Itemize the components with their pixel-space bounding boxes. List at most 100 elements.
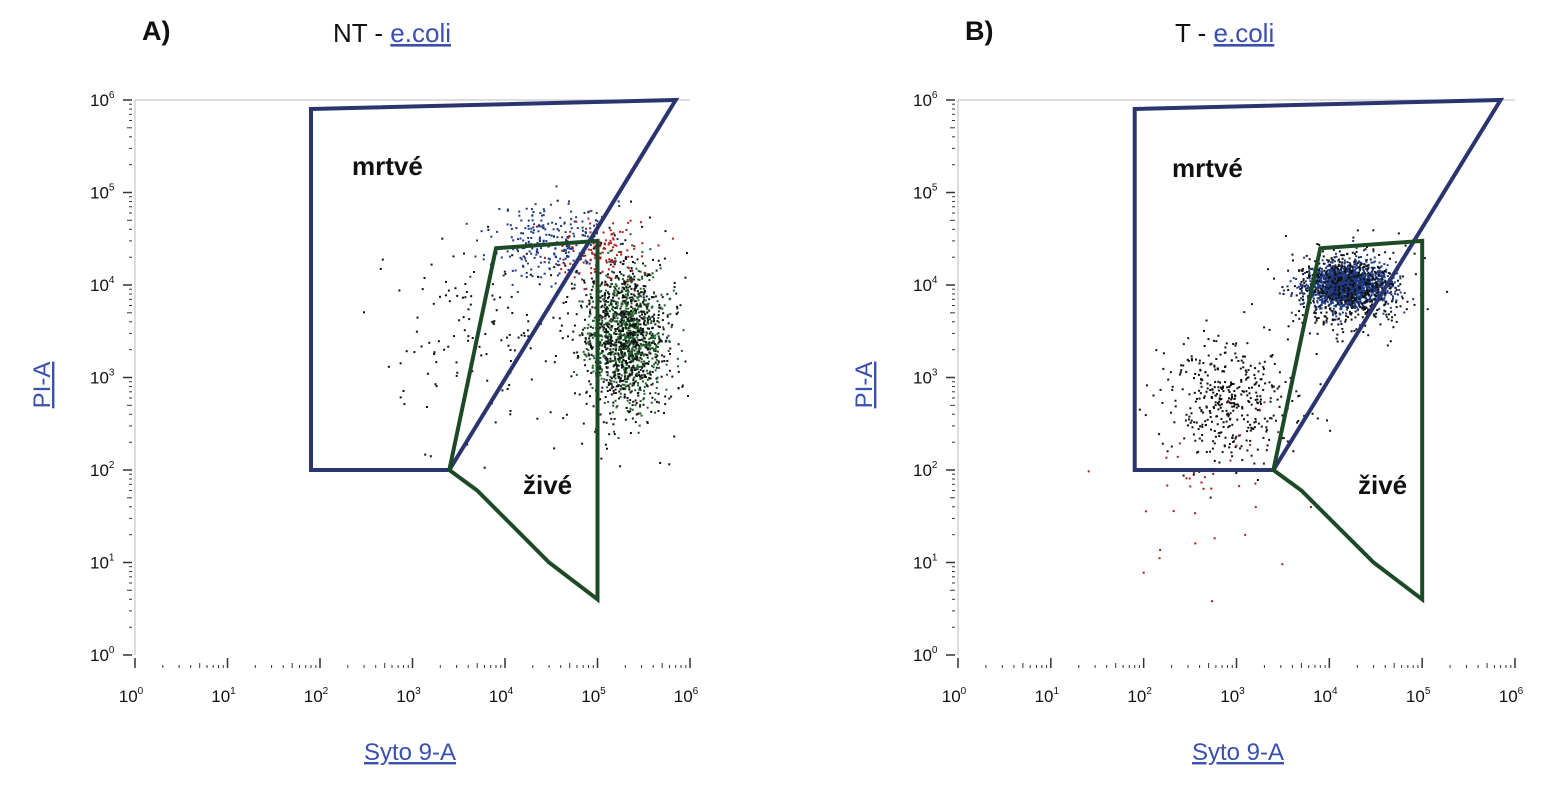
- data-point: [613, 300, 616, 303]
- data-point: [654, 391, 657, 394]
- data-point: [1351, 281, 1354, 284]
- data-point: [558, 263, 561, 266]
- data-point: [1364, 291, 1367, 294]
- data-point: [636, 352, 639, 355]
- data-point: [1345, 267, 1348, 270]
- panel-a-title-link[interactable]: e.coli: [390, 18, 451, 48]
- data-point: [628, 366, 631, 369]
- data-point: [1348, 303, 1351, 306]
- data-point: [620, 364, 623, 366]
- data-point: [614, 359, 617, 361]
- data-point: [1301, 284, 1304, 287]
- panel-b-title-link[interactable]: e.coli: [1214, 18, 1275, 48]
- data-point: [1385, 270, 1388, 273]
- data-point: [590, 332, 593, 335]
- data-point: [433, 351, 436, 354]
- data-point: [581, 300, 584, 303]
- y-axis-title-a[interactable]: PI-A: [29, 362, 56, 409]
- data-point: [634, 286, 637, 289]
- data-point: [1333, 284, 1336, 287]
- data-point: [592, 370, 595, 373]
- data-point: [654, 334, 657, 337]
- data-point: [567, 335, 569, 338]
- data-point: [564, 264, 567, 267]
- data-point: [628, 322, 631, 325]
- data-point: [625, 307, 628, 310]
- data-point: [1358, 287, 1361, 290]
- data-point: [610, 380, 613, 383]
- data-point: [453, 335, 455, 338]
- data-point: [1223, 370, 1226, 373]
- data-point: [651, 371, 654, 373]
- data-point: [668, 340, 671, 343]
- data-point: [612, 343, 615, 346]
- data-point: [627, 349, 630, 352]
- data-point: [1329, 269, 1332, 272]
- data-point: [1341, 311, 1344, 314]
- gate-live[interactable]: [447, 238, 600, 604]
- data-point: [1242, 355, 1244, 358]
- data-point: [634, 307, 636, 310]
- data-point: [1353, 272, 1356, 275]
- data-point: [1331, 312, 1334, 314]
- data-point: [1317, 289, 1320, 292]
- data-point: [1322, 300, 1324, 303]
- data-point: [510, 227, 513, 230]
- data-point: [548, 261, 551, 264]
- data-point: [1379, 323, 1382, 326]
- data-point: [589, 395, 591, 398]
- data-point: [469, 275, 472, 278]
- data-point: [522, 332, 525, 335]
- data-point: [626, 384, 629, 387]
- data-point: [1347, 299, 1350, 302]
- data-point: [1218, 435, 1221, 438]
- data-point: [686, 252, 688, 255]
- data-point: [604, 357, 607, 360]
- data-point: [1311, 412, 1314, 415]
- data-point: [1213, 430, 1216, 432]
- data-point: [1292, 277, 1295, 280]
- data-point: [625, 321, 627, 324]
- data-point: [1340, 273, 1343, 276]
- data-point: [1323, 295, 1326, 298]
- data-point: [623, 345, 626, 348]
- data-point: [636, 375, 639, 377]
- plot-area-a: 100 101 102 103 104 105 1061001011021031041051…: [90, 90, 699, 706]
- data-point: [611, 282, 613, 285]
- data-point: [1395, 306, 1398, 308]
- data-point: [1249, 364, 1252, 367]
- data-point: [1350, 288, 1353, 291]
- data-point: [633, 376, 636, 379]
- data-point: [1351, 251, 1354, 254]
- data-point: [1328, 276, 1330, 279]
- data-point: [621, 322, 623, 325]
- data-point: [1314, 290, 1317, 293]
- data-point: [1350, 275, 1353, 278]
- data-point: [657, 317, 660, 319]
- data-point: [607, 251, 610, 254]
- data-point: [1218, 397, 1221, 400]
- data-point: [612, 222, 615, 225]
- data-point: [618, 358, 621, 361]
- data-point: [1330, 261, 1332, 264]
- data-point: [441, 237, 444, 240]
- data-point: [553, 253, 556, 256]
- data-point: [470, 295, 473, 298]
- data-point: [575, 269, 578, 272]
- data-point: [1337, 286, 1340, 288]
- data-point: [552, 228, 555, 231]
- data-point: [1349, 276, 1352, 279]
- data-point: [1331, 281, 1334, 284]
- data-point: [620, 310, 623, 313]
- data-point: [652, 336, 655, 339]
- data-point: [1345, 270, 1348, 273]
- data-point: [526, 329, 529, 332]
- data-point: [600, 352, 603, 355]
- data-point: [1230, 359, 1233, 362]
- data-point: [637, 304, 640, 307]
- data-point: [1388, 285, 1390, 288]
- data-point: [1196, 451, 1199, 454]
- data-point: [1335, 297, 1338, 300]
- data-point: [1302, 278, 1305, 280]
- x-axis-title-a[interactable]: Syto 9-A: [364, 739, 456, 766]
